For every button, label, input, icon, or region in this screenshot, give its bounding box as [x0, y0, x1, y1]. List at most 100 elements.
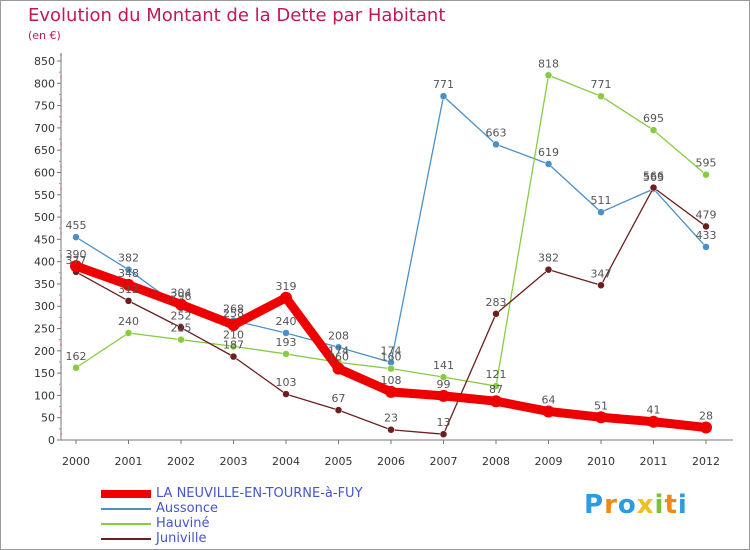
data-label-2: 160: [381, 351, 402, 364]
y-tick-label: 0: [48, 434, 55, 447]
data-label-0: 51: [594, 399, 608, 412]
data-point-0: [122, 278, 135, 291]
x-tick-label: 2008: [482, 455, 510, 468]
data-label-0: 160: [328, 351, 349, 364]
data-label-2: 695: [643, 112, 664, 125]
logo-letter: P: [584, 490, 605, 520]
data-label-1: 619: [538, 146, 559, 159]
data-label-3: 382: [538, 252, 559, 265]
data-label-0: 348: [118, 267, 139, 280]
x-tick-label: 2011: [640, 455, 668, 468]
x-tick-label: 2004: [272, 455, 300, 468]
data-point-1: [124, 265, 133, 274]
data-point-3: [124, 297, 133, 305]
data-point-1: [702, 243, 710, 251]
data-point-3: [439, 430, 448, 438]
y-tick-label: 150: [34, 367, 55, 380]
data-point-3: [387, 425, 395, 434]
y-tick-label: 750: [34, 100, 55, 113]
legend-label-2: Hauviné: [156, 516, 210, 531]
data-point-1: [72, 233, 80, 241]
data-label-2: 210: [223, 328, 244, 341]
data-label-2: 818: [538, 57, 559, 70]
data-label-0: 258: [223, 307, 244, 320]
data-label-0: 99: [437, 378, 451, 391]
data-point-0: [437, 389, 450, 402]
data-label-0: 28: [699, 410, 713, 423]
legend-swatch-2: [101, 523, 151, 525]
data-point-0: [280, 291, 292, 304]
data-label-1: 382: [118, 252, 139, 265]
data-label-2: 240: [118, 315, 139, 328]
data-label-3: 252: [171, 310, 192, 323]
data-label-3: 187: [223, 339, 244, 352]
data-point-1: [439, 92, 448, 100]
data-label-3: 283: [486, 296, 507, 309]
x-tick-label: 2000: [62, 455, 90, 468]
legend-swatch-1: [101, 508, 151, 510]
data-point-1: [492, 140, 500, 149]
data-point-0: [227, 318, 240, 331]
proxiti-logo: Proxiti: [584, 490, 688, 520]
data-label-3: 312: [118, 283, 139, 296]
data-label-1: 771: [433, 78, 454, 91]
data-point-0: [595, 411, 607, 424]
data-label-0: 319: [276, 280, 297, 293]
y-tick-label: 100: [34, 389, 55, 402]
x-tick-label: 2002: [167, 455, 195, 468]
axes: 0 50 100 150 200 250 300 350 400 450 500 550 600 650 7…: [34, 53, 733, 468]
data-label-3: 377: [66, 254, 87, 267]
data-label-3: 103: [276, 376, 297, 389]
y-tick-label: 50: [41, 412, 55, 425]
data-point-2: [492, 382, 500, 390]
y-tick-label: 550: [34, 189, 55, 202]
y-tick-label: 600: [34, 166, 55, 179]
logo-letter: r: [604, 490, 618, 520]
chart-subtitle: (en €): [28, 29, 61, 42]
data-label-3: 566: [643, 170, 664, 183]
data-point-3: [597, 281, 605, 290]
data-label-1: 296: [171, 290, 192, 303]
data-point-1: [597, 208, 605, 216]
data-point-2: [282, 350, 290, 358]
data-label-1: 663: [486, 126, 507, 139]
data-point-2: [544, 71, 553, 80]
data-label-3: 67: [332, 392, 346, 405]
data-point-0: [385, 385, 397, 398]
data-label-2: 225: [171, 322, 192, 335]
data-label-2: 121: [486, 368, 507, 381]
y-tick-label: 400: [34, 256, 55, 269]
data-point-0: [490, 395, 502, 408]
legend-swatch-0: [101, 490, 151, 498]
data-labels: 455 382 296 268 240 208 174 771 663 619 511 563 433 1…: [66, 57, 717, 429]
data-label-0: 41: [647, 404, 661, 417]
data-point-3: [544, 265, 553, 274]
x-tick-label: 2009: [535, 455, 563, 468]
data-label-1: 433: [696, 229, 717, 242]
data-label-2: 174: [328, 344, 349, 357]
data-point-3: [702, 222, 710, 231]
legend-label-0: LA NEUVILLE-EN-TOURNE-à-FUY: [156, 486, 363, 501]
data-point-2: [439, 373, 448, 381]
data-point-2: [649, 126, 658, 134]
data-label-1: 268: [223, 303, 244, 316]
x-tick-label: 2010: [587, 455, 615, 468]
data-point-1: [334, 343, 343, 352]
data-label-0: 304: [171, 286, 192, 299]
data-label-0: 390: [66, 248, 87, 261]
chart-title: Evolution du Montant de la Dette par Hab…: [28, 5, 446, 26]
data-point-3: [177, 323, 185, 332]
data-label-2: 595: [696, 157, 717, 170]
data-point-2: [597, 92, 605, 100]
data-label-2: 193: [276, 336, 297, 349]
y-tick-label: 350: [34, 278, 55, 291]
x-tick-label: 2001: [115, 455, 143, 468]
data-label-3: 23: [384, 412, 398, 425]
logo-letter: i: [654, 490, 665, 520]
y-tick-label: 800: [34, 77, 55, 90]
y-tick-label: 850: [34, 55, 55, 68]
data-point-0: [700, 421, 712, 434]
data-label-1: 563: [643, 171, 664, 184]
